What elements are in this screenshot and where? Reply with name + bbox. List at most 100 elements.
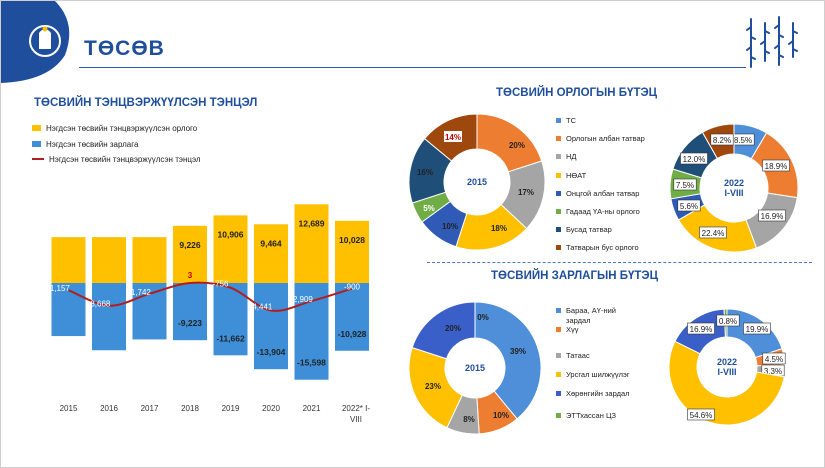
legend-label: Хөрөнгийн зардал [566,389,630,398]
revenue-data-label: 10,906 [218,229,244,239]
legend-swatch [556,154,561,159]
legend-line [32,158,44,160]
legend-swatch [556,136,561,141]
slice-data-label: 54.6% [690,411,713,420]
expense-bar [92,283,126,351]
donut-slice [455,203,528,251]
slice-data-label: 18.9% [765,162,788,171]
data-label-box [761,364,785,377]
title-divider [79,67,746,68]
page-title: ТӨСӨВ [84,37,165,60]
donut-slice [754,348,786,367]
expense-bar [335,283,369,351]
expense-data-label: -13,904 [257,347,286,357]
slice-data-label: 0% [477,129,489,138]
legend-label: Гадаад ҮА-ны орлого [566,207,640,216]
expense-data-label: -9,223 [178,318,202,328]
revenue-bar [294,204,329,283]
revenue-data-label: 10,028 [339,235,365,245]
income-chart-title: ТӨСВИЙН ОРЛОГЫН БҮТЭЦ [496,87,658,99]
legend-label: Орлогын албан татвар [566,134,645,143]
donut-slice [701,123,735,160]
revenue-bar [213,215,248,283]
emblem-logo [1,1,70,83]
data-label-box [731,133,755,146]
legend-label: Урсгал шилжүүлэг [566,370,630,379]
x-tick-label: 2016 [100,404,118,413]
legend-label: Татаас [566,351,590,360]
legend-revenue: Нэгдсэн төсвийн тэнцвэржүүлсэн орлого [32,124,197,133]
legend-swatch [556,327,561,332]
data-label-box [680,152,708,165]
slice-data-label: 8% [463,415,475,424]
x-tick-label: 2015 [60,404,78,413]
donut-slice [446,394,480,435]
legend-label: Нэгдсэн төсвийн тэнцвэржүүлсэн орлого [46,124,198,133]
slice-data-label: 16% [417,168,433,177]
x-tick-label: 2021 [303,404,321,413]
data-label-box [699,226,727,239]
slice-data-label: 16.9% [761,212,784,221]
legend-swatch [32,141,41,147]
legend-swatch [556,227,561,232]
legend-label: Татварын бус орлого [566,243,639,252]
legend-balance: Нэгдсэн төсвийн тэнцвэржүүлсэн тэнцэл [32,155,201,164]
expense-data-label: -11,662 [216,333,245,343]
donut-slice [755,364,786,378]
slice-data-label: 10% [442,222,458,231]
x-tick-label: 2017 [141,404,159,413]
balance-data-label: -756 [212,280,229,289]
donut-center-label: 2015 [465,363,485,373]
revenue-bar [132,237,167,283]
donut-slice [750,132,799,199]
donut-slice [421,200,468,248]
legend-label: Онцгой албан татвар [566,189,640,198]
donut-slice [423,113,478,162]
x-tick-label-cont: VIII [350,415,362,424]
legend-label: ЭТТхассан ЦЗ [566,411,617,420]
revenue-data-label: 9,226 [179,240,201,250]
data-label-box [673,178,697,191]
donut-slice [500,160,546,230]
data-label-box [677,199,701,212]
revenue-bar [173,225,207,283]
data-label-box [687,408,715,421]
legend-swatch [32,125,41,131]
slice-data-label: 5% [423,204,435,213]
legend-expense: Нэгдсэн төсвийн зарлага [32,140,138,149]
balance-chart-title: ТӨСВИЙН ТЭНЦВЭРЖҮҮЛСЭН ТЭНЦЭЛ [34,97,258,109]
slice-data-label: 7.5% [676,181,694,190]
expense-bar [173,283,207,341]
slice-data-label: 19.9% [746,325,769,334]
donut-slice [733,123,768,160]
revenue-data-label: 12,689 [299,218,325,228]
expense-bar [294,283,329,380]
expense-bar [213,283,248,356]
slice-data-label: 5.6% [680,202,698,211]
revenue-bar [51,237,86,283]
expense-bar [132,283,167,340]
data-label-box [716,314,740,327]
donut-center-label: I-VIII [717,367,736,377]
donut-slice [668,340,785,426]
donut-slice [670,193,706,221]
slice-data-label: 4.5% [765,355,783,364]
legend-label: Хүү [566,325,579,334]
legend-label: ТС [566,116,576,125]
legend-label: Бараа, АҮ-ний [566,306,616,315]
donut-center-label: 2022 [724,178,744,188]
expense-bar [51,283,86,337]
slice-data-label: 8.5% [734,136,752,145]
donut-slice [745,192,798,249]
legend-swatch [556,245,561,250]
donut-slice [408,346,463,429]
donut-center-label: 2022 [717,357,737,367]
donut-slice [474,301,542,420]
revenue-bar [335,220,369,283]
donut-slice [476,113,543,173]
slice-data-label: 18% [491,224,507,233]
donut-center-label: I-VIII [724,188,743,198]
balance-data-label: -1,742 [128,288,151,297]
